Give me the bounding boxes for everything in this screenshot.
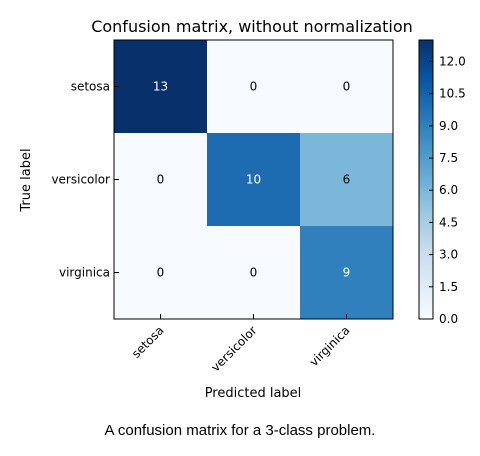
chart-title: Confusion matrix, without normalization bbox=[91, 17, 413, 36]
y-tick-label: virginica bbox=[59, 266, 110, 280]
confusion-matrix-chart: Confusion matrix, without normalization … bbox=[19, 17, 466, 401]
cell-value-label: 10 bbox=[246, 173, 261, 187]
colorbar-ticks: 0.0 1.5 3.0 4.5 6.0 7.5 9.0 10.5 12.0 bbox=[429, 54, 466, 326]
cell-value-label: 9 bbox=[343, 266, 351, 280]
heatmap-cell bbox=[300, 40, 393, 133]
colorbar-tick-label: 4.5 bbox=[439, 215, 458, 229]
heatmap-cell bbox=[300, 226, 393, 319]
cell-value-label: 0 bbox=[343, 80, 351, 94]
colorbar-tick-label: 12.0 bbox=[439, 54, 466, 68]
colorbar-tick-label: 10.5 bbox=[439, 87, 466, 101]
heatmap-cell bbox=[207, 40, 300, 133]
cell-value-label: 0 bbox=[250, 80, 258, 94]
y-tick-label: versicolor bbox=[51, 173, 110, 187]
x-tick-labels: setosa versicolor virginica bbox=[129, 314, 353, 375]
heatmap-cell bbox=[207, 133, 300, 226]
heatmap-cell bbox=[207, 226, 300, 319]
cell-value-label: 13 bbox=[153, 80, 168, 94]
colorbar-tick-label: 7.5 bbox=[439, 151, 458, 165]
colorbar-tick-label: 1.5 bbox=[439, 280, 458, 294]
y-axis-label: True label bbox=[19, 148, 34, 212]
colorbar-tick-label: 0.0 bbox=[439, 312, 458, 326]
heatmap-cell bbox=[114, 40, 207, 133]
colorbar-tick-label: 6.0 bbox=[439, 183, 458, 197]
colorbar-tick-label: 9.0 bbox=[439, 119, 458, 133]
y-tick-labels: setosa versicolor virginica bbox=[51, 80, 119, 280]
figure-caption: A confusion matrix for a 3-class problem… bbox=[104, 422, 376, 439]
y-tick-label: setosa bbox=[71, 80, 110, 94]
x-tick-label: versicolor bbox=[208, 323, 259, 374]
heatmap-grid: 13 0 0 0 10 6 0 0 9 bbox=[114, 40, 393, 319]
heatmap-cell bbox=[114, 226, 207, 319]
cell-value-label: 0 bbox=[157, 266, 165, 280]
heatmap-cell bbox=[300, 133, 393, 226]
x-axis-label: Predicted label bbox=[205, 386, 302, 401]
colorbar bbox=[418, 39, 434, 320]
cell-value-label: 0 bbox=[250, 266, 258, 280]
cell-value-label: 0 bbox=[157, 173, 165, 187]
x-tick-label: virginica bbox=[307, 323, 353, 369]
cell-value-label: 6 bbox=[343, 173, 351, 187]
colorbar-tick-label: 3.0 bbox=[439, 248, 458, 262]
x-tick-label: setosa bbox=[129, 323, 167, 361]
heatmap-cell bbox=[114, 133, 207, 226]
